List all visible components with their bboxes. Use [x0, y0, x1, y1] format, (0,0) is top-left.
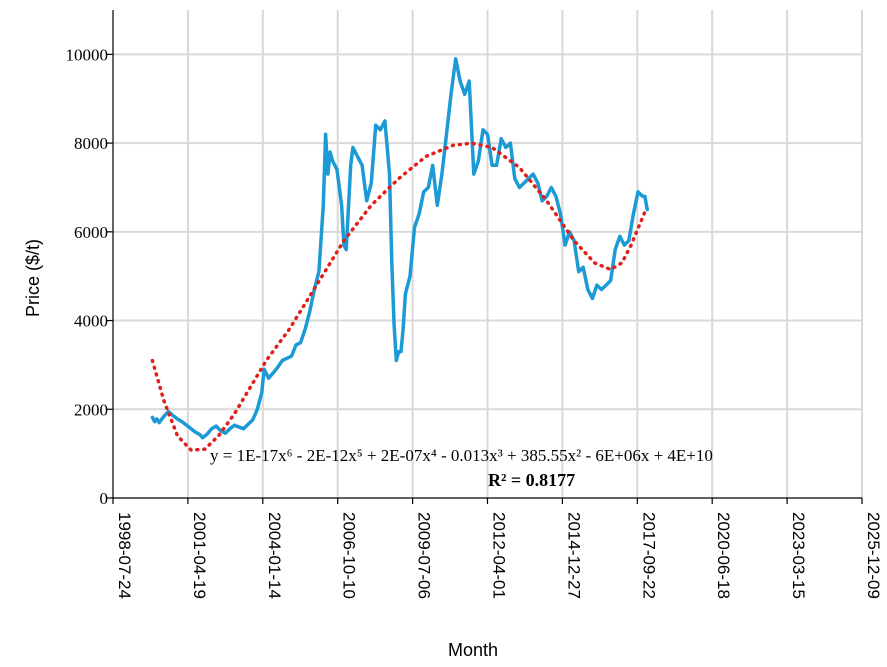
y-tick-label: 6000: [74, 223, 108, 242]
x-tick-label: 2012-04-01: [490, 512, 509, 599]
price-line: [150, 57, 649, 440]
x-axis-title: Month: [448, 640, 498, 660]
x-tick-label: 2006-10-10: [340, 512, 359, 599]
trendline: [150, 141, 647, 452]
y-tick-label: 2000: [74, 400, 108, 419]
x-tick-label: 1998-07-24: [115, 512, 134, 599]
x-tick-label: 2020-06-18: [714, 512, 733, 599]
x-tick-label: 2014-12-27: [564, 512, 583, 599]
x-tick-label: 2001-04-19: [190, 512, 209, 599]
x-tick-label: 2004-01-14: [265, 512, 284, 599]
y-tick-label: 0: [100, 489, 109, 508]
axes: [107, 10, 863, 504]
r-squared-label: R² = 0.8177: [488, 470, 575, 490]
x-tick-label: 2025-12-09: [864, 512, 883, 599]
price-series: [150, 57, 649, 440]
trendline-equation: y = 1E-17x⁶ - 2E-12x⁵ + 2E-07x⁴ - 0.013x…: [210, 446, 713, 465]
x-tick-label: 2017-09-22: [639, 512, 658, 599]
y-tick-label: 10000: [66, 45, 109, 64]
y-tick-labels: 0 2000 4000 6000 8000 10000: [66, 45, 109, 508]
grid-lines: [113, 10, 863, 498]
y-axis-title: Price ($/t): [23, 239, 43, 317]
x-tick-label: 2009-07-06: [415, 512, 434, 599]
y-tick-label: 8000: [74, 134, 108, 153]
trendline-curve: [150, 141, 647, 452]
x-tick-label: 2023-03-15: [789, 512, 808, 599]
y-tick-label: 4000: [74, 312, 108, 331]
x-tick-labels: 1998-07-24 2001-04-19 2004-01-14 2006-10-10…: [115, 512, 883, 599]
